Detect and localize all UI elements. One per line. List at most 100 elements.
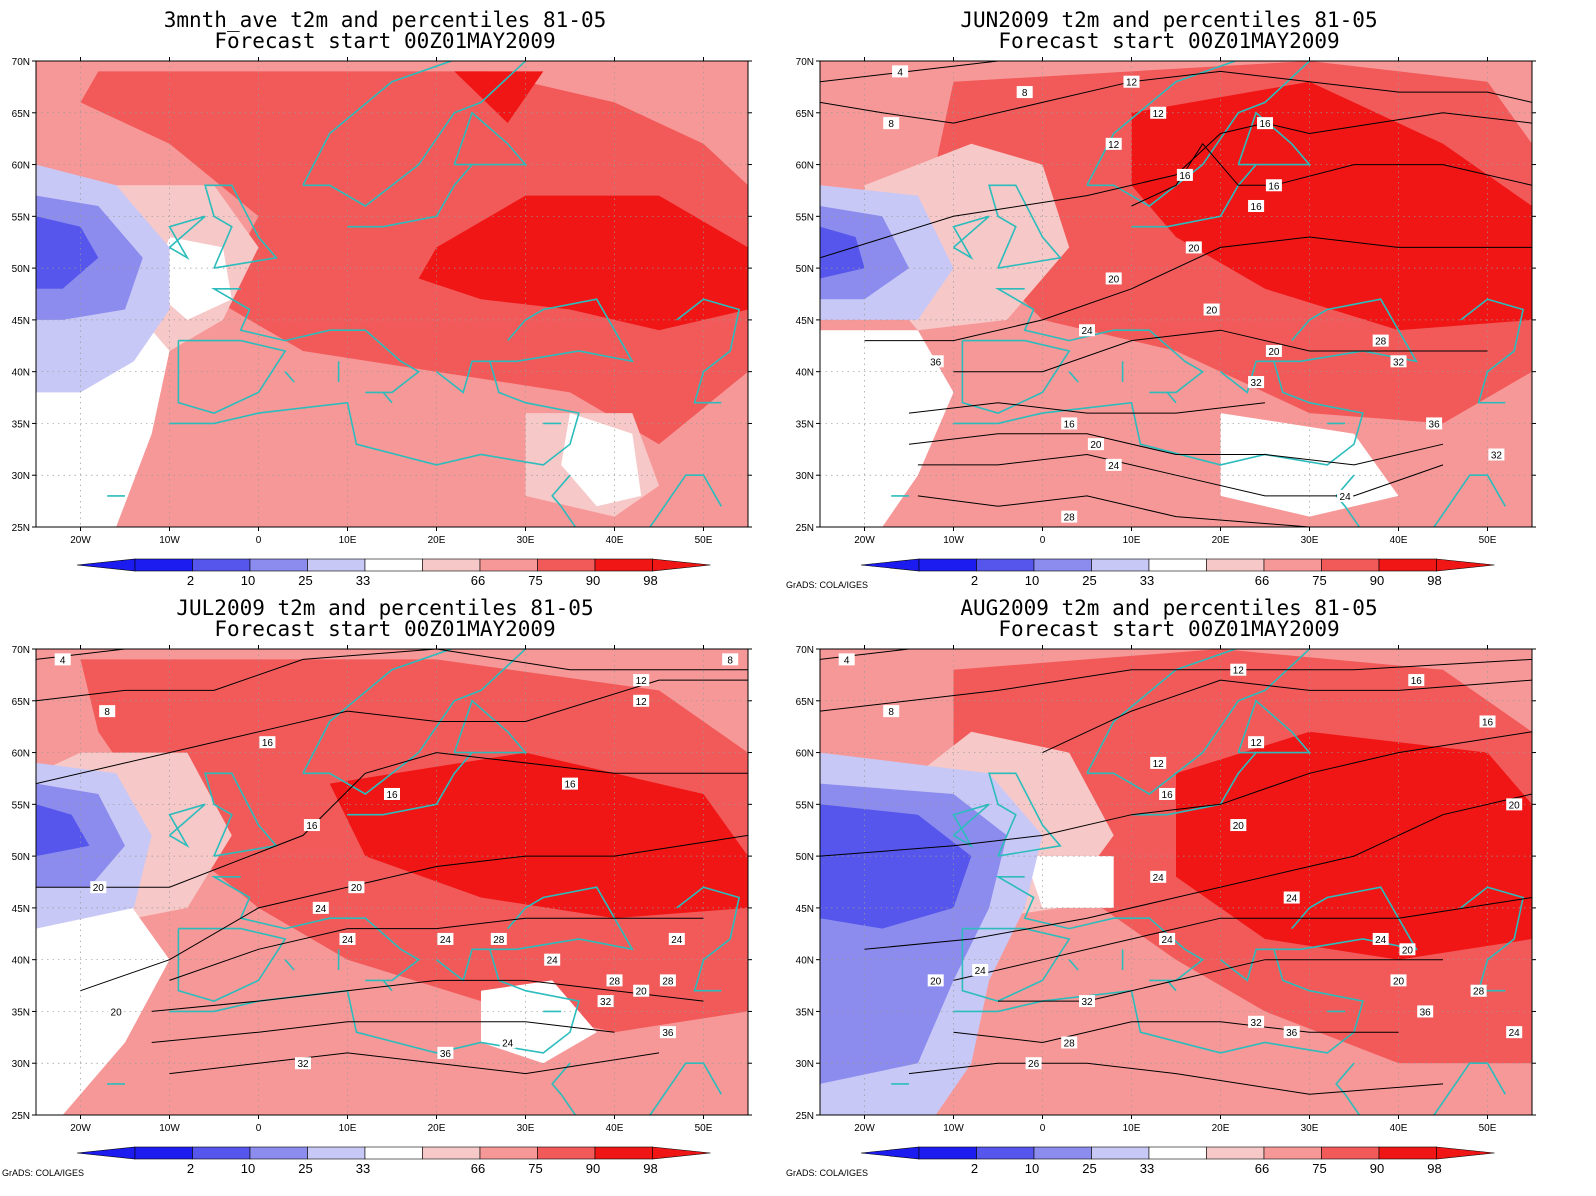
contour-layer — [36, 649, 748, 1075]
temperature-contour — [917, 453, 1444, 497]
percentile-region-p10 — [36, 804, 90, 857]
contour-label: 28 — [609, 976, 621, 987]
map-svg: JUN2009 t2m and percentiles 81-05 Foreca… — [786, 8, 1536, 590]
contour-label: 36 — [662, 1028, 674, 1039]
contour-label: 4 — [897, 67, 903, 78]
contour-label-bg — [1408, 674, 1425, 687]
percentile-region-neutral — [151, 237, 232, 320]
contour-label: 20 — [636, 987, 648, 998]
colorbar-label: 75 — [528, 1161, 542, 1176]
contour-label-bg — [1105, 137, 1122, 150]
lat-tick-label: 60N — [12, 749, 30, 760]
lon-tick-label: 10E — [1123, 1123, 1141, 1134]
lon-tick-label: 20E — [428, 535, 446, 546]
lat-tick-label: 40N — [796, 368, 814, 379]
lat-tick-label: 50N — [12, 264, 30, 275]
temperature-contour — [998, 959, 1443, 1002]
grads-credit: GrADS: COLA/IGES — [786, 1168, 868, 1178]
contour-label-bg — [1399, 943, 1416, 956]
coastline — [649, 1062, 722, 1115]
contour-label-bg — [1390, 974, 1407, 987]
contour-label: 12 — [1108, 140, 1120, 151]
percentile-region-p98 — [329, 752, 748, 919]
temperature-contour — [36, 679, 748, 785]
colorbar-label: 98 — [643, 573, 657, 588]
contour-label: 4 — [60, 655, 66, 666]
contour-label: 36 — [930, 357, 942, 368]
coastline — [1237, 111, 1312, 166]
coastline-layer — [107, 61, 741, 527]
percentile-region-p98 — [454, 71, 544, 124]
colorbar-label: 90 — [1370, 573, 1384, 588]
coastline — [961, 339, 1071, 414]
contour-label: 12 — [1251, 738, 1263, 749]
contour-label-bg — [1283, 1026, 1300, 1039]
contour-label-bg — [597, 995, 614, 1008]
percentile-region-neutral — [36, 887, 170, 1115]
contour-label-bg — [437, 1046, 454, 1059]
contour-label: 12 — [1153, 109, 1165, 120]
temperature-contour — [917, 495, 1310, 527]
lon-tick-label: 40E — [1390, 535, 1408, 546]
colorbar-segment-p2 — [134, 558, 193, 572]
coastline — [1086, 61, 1311, 207]
colorbar-label: 33 — [356, 573, 370, 588]
map-frame — [35, 648, 749, 1116]
percentile-region-neutral — [1024, 856, 1114, 908]
lon-tick-label: 20E — [428, 1123, 446, 1134]
coastline — [302, 649, 527, 795]
colorbar-right-arrow — [652, 558, 711, 572]
contour-label-bg — [348, 881, 365, 894]
lon-tick-label: 30E — [517, 535, 535, 546]
contour-label-bg — [1061, 510, 1078, 523]
panel-title-line2: Forecast start 00Z01MAY2009 — [998, 29, 1339, 53]
panel-title-line1: 3mnth_ave t2m and percentiles 81-05 — [164, 8, 607, 32]
colorbar-label: 98 — [643, 1161, 657, 1176]
panel-title-line2: Forecast start 00Z01MAY2009 — [998, 617, 1339, 641]
coastline — [1237, 699, 1312, 754]
colorbar-segment-p90 — [1321, 1146, 1380, 1160]
lat-tick-label: 60N — [12, 161, 30, 172]
contour-label-bg — [659, 1026, 676, 1039]
contour-label: 20 — [1206, 306, 1218, 317]
lon-tick-label: 0 — [256, 535, 262, 546]
colorbar-label: 2 — [971, 1161, 978, 1176]
lat-tick-label: 30N — [796, 1059, 814, 1070]
contour-label-layer: 4 8 8 12 12 12 16 16 16 16 20 20 20 24 20 28 32 36 16 20 24 2… — [883, 65, 1505, 524]
contour-label: 24 — [1286, 894, 1298, 905]
lon-tick-label: 0 — [1040, 1123, 1046, 1134]
map-area: 4881212121616161620202024202832361620242… — [796, 57, 1536, 588]
panel-avg: 3mnth_ave t2m and percentiles 81-05 Fore… — [0, 0, 798, 598]
colorbar-label: 90 — [586, 573, 600, 588]
colorbar: 2 10 25 33 66 75 90 98 — [76, 558, 711, 588]
temperature-contour — [864, 236, 1532, 342]
lon-tick-label: 20W — [70, 1123, 91, 1134]
lon-tick-label: 50E — [695, 1123, 713, 1134]
colorbar-label: 90 — [1370, 1161, 1384, 1176]
lon-tick-label: 40E — [606, 1123, 624, 1134]
contour-label: 24 — [1509, 1028, 1521, 1039]
contour-label: 20 — [1108, 274, 1120, 285]
colorbar-segment-p98 — [594, 558, 653, 572]
contour-label-bg — [1372, 932, 1389, 945]
contour-label: 24 — [975, 966, 987, 977]
contour-label-bg — [1105, 458, 1122, 471]
lon-tick-label: 30E — [1301, 1123, 1319, 1134]
lat-tick-label: 45N — [12, 904, 30, 915]
coastline — [204, 184, 278, 269]
colorbar-segment-p66 — [1206, 558, 1265, 572]
coastline — [211, 288, 421, 394]
lon-tick-label: 10W — [159, 1123, 180, 1134]
axis-layer: 70N 65N 60N 55N 50N 45N 40N 35N 30N 25N 20W 10W 0 10E… — [796, 645, 1536, 1134]
colorbar-label: 33 — [1140, 1161, 1154, 1176]
colorbar-segment-p66 — [1206, 1146, 1265, 1160]
coastline — [952, 215, 990, 261]
coastline — [347, 164, 473, 228]
panel-jun: JUN2009 t2m and percentiles 81-05 Foreca… — [784, 0, 1582, 598]
colorbar-segment-p2 — [134, 1146, 193, 1160]
colorbar-label: 66 — [471, 1161, 485, 1176]
colorbar-label: 25 — [298, 1161, 312, 1176]
coastline — [177, 339, 287, 414]
contour-label: 20 — [1509, 800, 1521, 811]
contour-label-bg — [606, 974, 623, 987]
